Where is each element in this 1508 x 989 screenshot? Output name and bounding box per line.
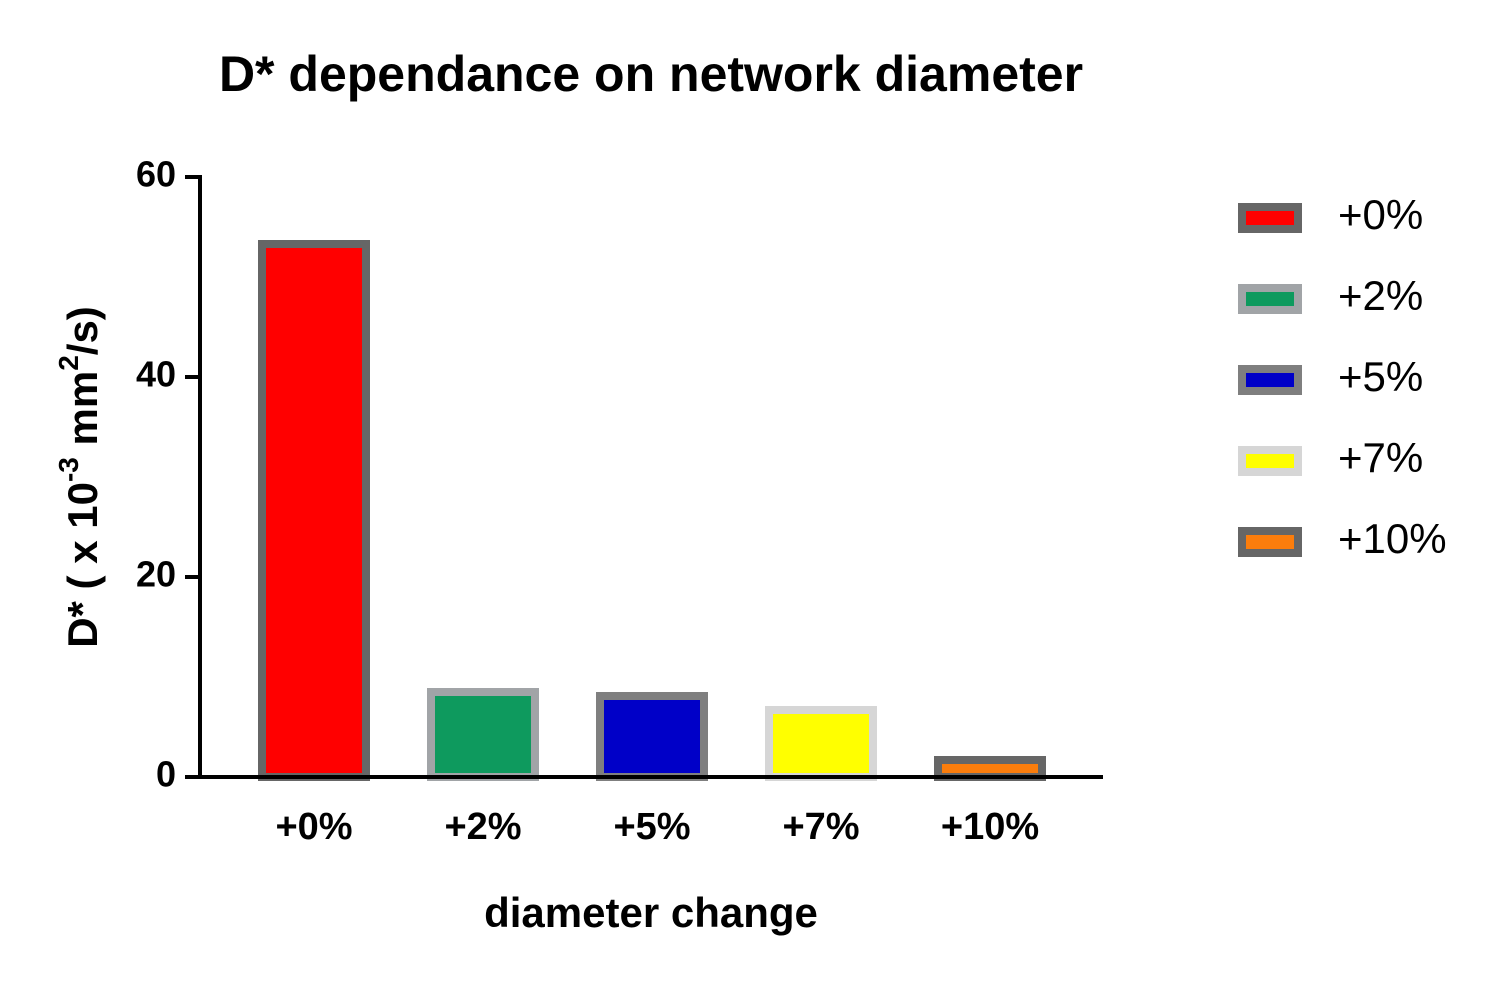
legend-swatch <box>1238 203 1302 233</box>
legend-swatch <box>1238 446 1302 476</box>
x-tick-label: +10% <box>941 806 1039 848</box>
x-tick-label: +0% <box>275 806 352 848</box>
legend-label: +2% <box>1338 272 1423 319</box>
bar <box>765 706 877 781</box>
legend-label: +10% <box>1338 515 1447 562</box>
legend-swatch <box>1238 527 1302 557</box>
y-axis-label-part: mm <box>59 371 106 457</box>
legend-label: +0% <box>1338 191 1423 238</box>
y-tick-label: 20 <box>136 554 176 595</box>
y-tick-label: 0 <box>156 754 176 795</box>
y-axis-label-part: /s) <box>59 306 106 355</box>
y-axis-label-part: D* ( x 10 <box>59 482 106 648</box>
x-axis-label: diameter change <box>484 889 818 936</box>
x-tick-label: +2% <box>444 806 521 848</box>
x-tick-label: +7% <box>782 806 859 848</box>
y-tick-label: 40 <box>136 354 176 395</box>
legend-label: +7% <box>1338 434 1423 481</box>
bar <box>427 688 539 781</box>
legend-swatch <box>1238 284 1302 314</box>
y-axis-label-part: 2 <box>53 355 84 371</box>
chart-title: D* dependance on network diameter <box>219 46 1083 102</box>
y-tick-label: 60 <box>136 154 176 195</box>
x-tick-label: +5% <box>613 806 690 848</box>
legend-label: +5% <box>1338 353 1423 400</box>
y-axis-label: D* ( x 10-3 mm2/s) <box>53 306 106 648</box>
legend-swatch <box>1238 365 1302 395</box>
bar <box>258 240 370 781</box>
bar <box>934 756 1046 781</box>
y-axis-label-part: -3 <box>53 457 84 482</box>
bar <box>596 692 708 781</box>
